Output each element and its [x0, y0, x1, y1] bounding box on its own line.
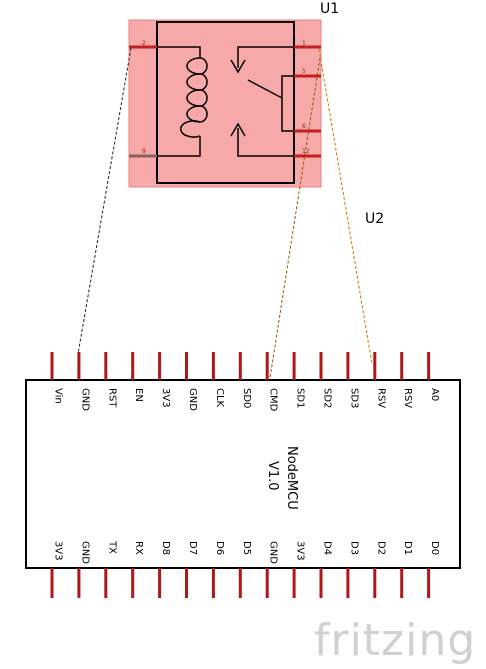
nodemcu-body [25, 379, 461, 569]
nodemcu-name-line1: NodeMCU [284, 446, 299, 510]
switch-contact-icon [230, 46, 294, 157]
bottom-pin-label-d6: D6 [214, 541, 225, 555]
relay-u1[interactable]: 2 9 1 5 6 12 U1 [128, 1, 339, 188]
wire-relay2-to-gnd[interactable] [77, 47, 132, 355]
relay-pin-num-1: 1 [302, 40, 306, 47]
bottom-pin-label-d7: D7 [187, 541, 198, 555]
nodemcu-top-pins: Vin GND RST EN 3V3 GND CLK SD0 CMD SD1 SD2 SD3 RSV RS… [50, 352, 440, 412]
bottom-pin-label-3v3: 3V3 [53, 541, 64, 561]
bottom-pin-label-d8: D8 [160, 541, 171, 555]
relay-ref-label: U1 [320, 1, 339, 17]
nodemcu-ref-label: U2 [365, 211, 384, 227]
top-pin-label-clk: CLK [214, 388, 225, 408]
bottom-pin-label-gnd: GND [79, 541, 90, 564]
bottom-pin-label-gnd: GND [268, 541, 279, 564]
top-pin-label-gnd: GND [187, 388, 198, 411]
relay-pin-num-2: 2 [142, 40, 146, 47]
top-pin-label-rst: RST [106, 388, 117, 408]
top-pin-label-en: EN [133, 388, 144, 402]
bottom-pin-label-d5: D5 [241, 541, 252, 555]
top-pin-label-rsv: RSV [375, 388, 386, 408]
top-pin-label-sd1: SD1 [295, 388, 306, 408]
bottom-pin-label-d1: D1 [402, 541, 413, 555]
relay-pin-num-9: 9 [142, 148, 146, 155]
top-pin-label-sd3: SD3 [348, 388, 359, 408]
relay-body [156, 21, 295, 184]
relay-pin-num-12: 12 [302, 148, 310, 155]
relay-selection-highlight [128, 19, 322, 188]
fritzing-logo: fritzing [314, 615, 476, 666]
bottom-pin-label-d2: D2 [375, 541, 386, 555]
nodemcu-bottom-pins: 3V3 GND TX RX D8 D7 D6 D5 GND 3V3 D4 D3 D2 D1 D0 [50, 540, 440, 598]
wire-relay1-to-rsv[interactable] [318, 48, 373, 365]
nodemcu-u2[interactable]: Vin GND RST EN 3V3 GND CLK SD0 CMD SD1 SD2 SD3 RSV RS… [25, 211, 461, 598]
relay-pin-num-6: 6 [302, 123, 306, 130]
top-pin-label-3v3: 3V3 [160, 388, 171, 408]
coil-icon [157, 46, 208, 157]
top-pin-label-rsv: RSV [402, 388, 413, 408]
bottom-pin-label-3v3: 3V3 [295, 541, 306, 561]
bottom-pin-label-rx: RX [133, 541, 144, 555]
bottom-pin-label-tx: TX [106, 540, 117, 554]
top-pin-label-cmd: CMD [268, 388, 279, 412]
relay-pin-num-5: 5 [302, 68, 306, 75]
top-pin-label-a0: A0 [429, 388, 440, 401]
top-pin-label-sd0: SD0 [241, 388, 252, 408]
bottom-pin-label-d3: D3 [348, 541, 359, 555]
top-pin-label-vin: Vin [53, 388, 64, 404]
nodemcu-name-line2: V1.0 [265, 461, 280, 491]
top-pin-label-gnd: GND [79, 388, 90, 411]
top-pin-label-sd2: SD2 [322, 388, 333, 408]
bottom-pin-label-d0: D0 [429, 541, 440, 555]
bottom-pin-label-d4: D4 [322, 541, 333, 555]
